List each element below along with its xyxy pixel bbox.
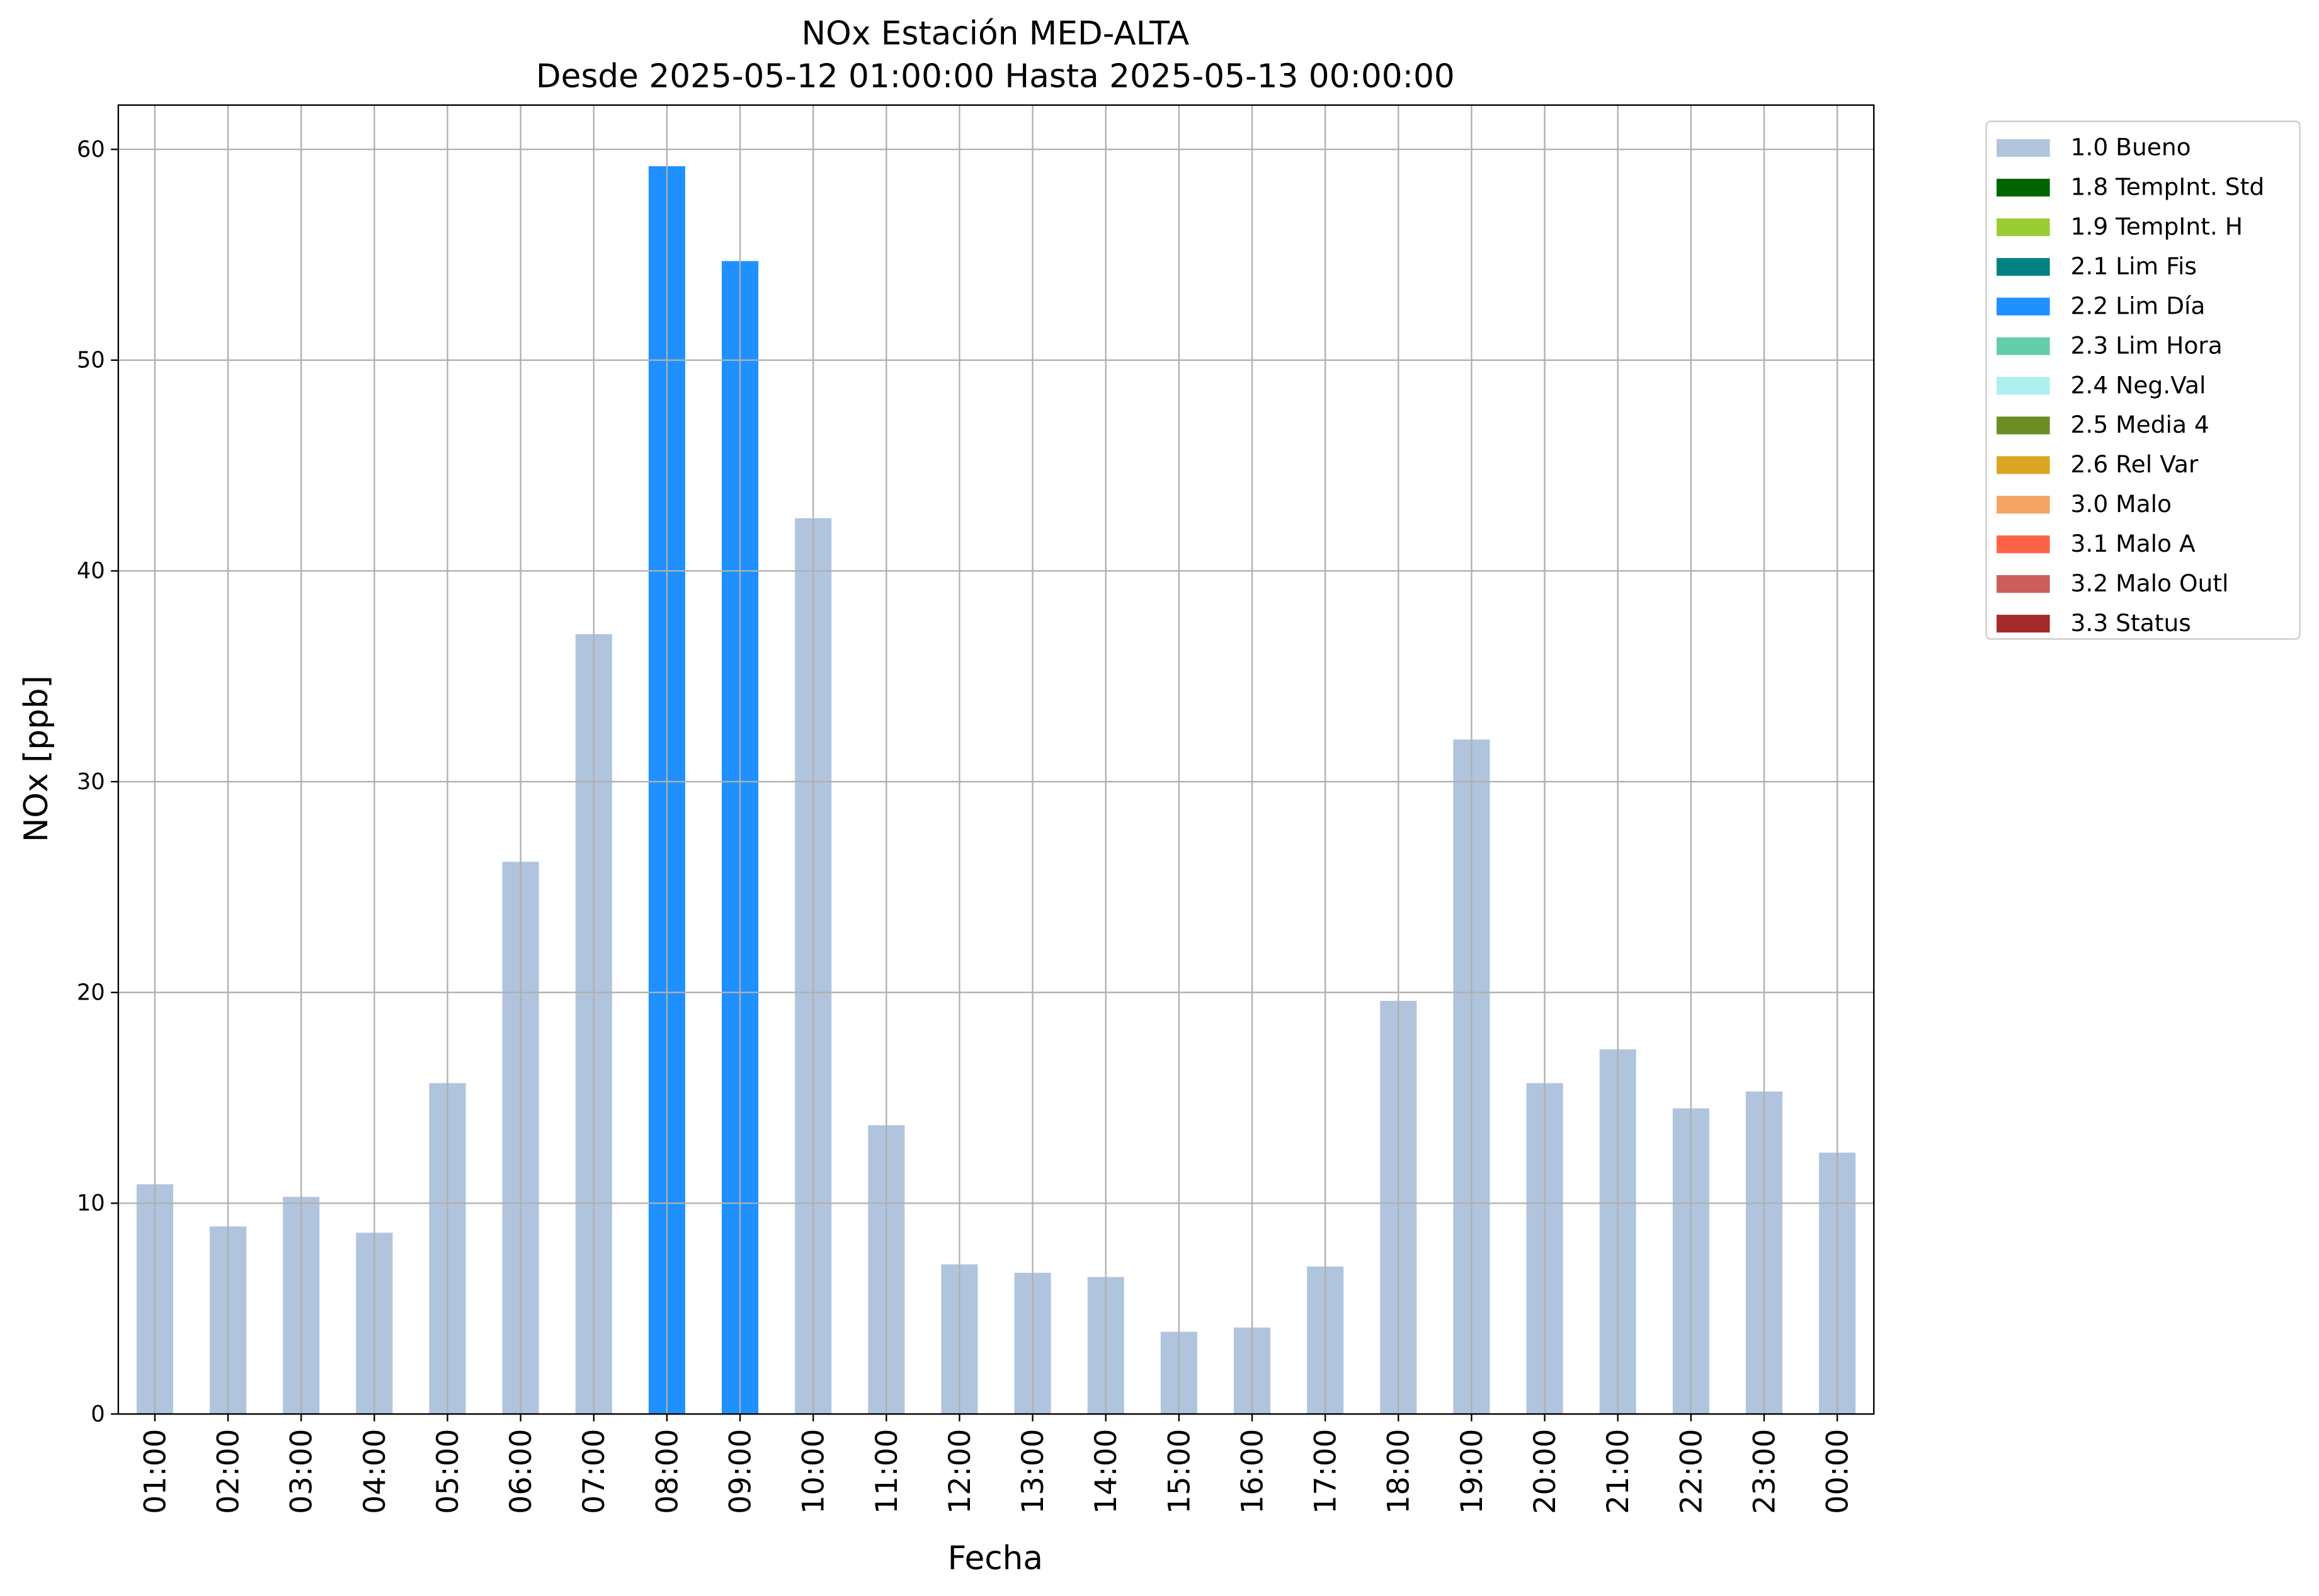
legend-swatch [1997, 456, 2050, 474]
legend-label: 2.2 Lim Día [2071, 292, 2206, 319]
x-tick-label: 18:00 [1382, 1429, 1416, 1514]
legend-label: 3.3 Status [2071, 609, 2191, 637]
x-tick-label: 00:00 [1821, 1429, 1855, 1514]
plot-frame [117, 104, 1875, 1415]
x-tick-label: 02:00 [212, 1429, 246, 1514]
x-tick-label: 16:00 [1235, 1429, 1270, 1514]
x-tick-label: 21:00 [1601, 1429, 1636, 1514]
legend-swatch [1997, 496, 2050, 514]
legend-swatch [1997, 535, 2050, 554]
x-tick-label: 19:00 [1455, 1429, 1490, 1514]
y-tick-label: 60 [77, 137, 105, 162]
legend-label: 2.1 Lim Fis [2071, 252, 2197, 280]
x-tick-label: 05:00 [431, 1429, 465, 1514]
x-tick-label: 01:00 [138, 1429, 173, 1514]
legend-swatch [1997, 416, 2050, 435]
y-tick-label: 50 [77, 348, 105, 373]
legend-label: 1.0 Bueno [2071, 134, 2191, 161]
x-tick-label: 14:00 [1089, 1429, 1124, 1514]
legend-label: 1.8 TempInt. Std [2071, 173, 2265, 201]
x-tick-label: 04:00 [358, 1429, 392, 1514]
x-tick-label: 08:00 [650, 1429, 685, 1514]
x-axis-label: Fecha [948, 1540, 1043, 1578]
legend-label: 3.1 Malo A [2071, 530, 2196, 557]
legend-label: 2.6 Rel Var [2071, 450, 2199, 478]
x-tick-label: 11:00 [870, 1429, 904, 1514]
x-tick-label: 17:00 [1309, 1429, 1343, 1514]
legend-label: 3.0 Malo [2071, 490, 2172, 518]
y-tick-label: 20 [77, 979, 105, 1005]
chart-title: NOx Estación MED-ALTA [802, 15, 1190, 53]
legend-label: 2.4 Neg.Val [2071, 371, 2206, 399]
x-tick-label: 13:00 [1016, 1429, 1051, 1514]
legend-swatch [1997, 575, 2050, 593]
x-tick-label: 09:00 [723, 1429, 758, 1514]
chart-subtitle: Desde 2025-05-12 01:00:00 Hasta 2025-05-… [536, 58, 1455, 96]
x-tick-label: 15:00 [1162, 1429, 1197, 1514]
legend-box [1985, 120, 2301, 640]
x-tick-label: 22:00 [1674, 1429, 1709, 1514]
legend-label: 3.2 Malo Outl [2071, 569, 2229, 597]
y-tick-label: 10 [77, 1190, 105, 1216]
x-tick-label: 12:00 [943, 1429, 977, 1514]
y-tick-label: 0 [91, 1401, 105, 1427]
legend-swatch [1997, 337, 2050, 355]
legend-label: 2.5 Media 4 [2071, 411, 2209, 438]
y-tick-label: 40 [77, 558, 105, 584]
legend-swatch [1997, 377, 2050, 395]
legend-label: 2.3 Lim Hora [2071, 331, 2223, 359]
y-axis-label: NOx [ppb] [18, 675, 55, 842]
x-tick-label: 10:00 [797, 1429, 831, 1514]
x-tick-label: 06:00 [504, 1429, 538, 1514]
legend-label: 1.9 TempInt. H [2071, 213, 2243, 241]
x-tick-label: 07:00 [577, 1429, 612, 1514]
legend-swatch [1997, 139, 2050, 157]
legend-swatch [1997, 218, 2050, 236]
legend-swatch [1997, 297, 2050, 316]
legend-swatch [1997, 178, 2050, 197]
x-tick-label: 03:00 [285, 1429, 319, 1514]
legend-swatch [1997, 258, 2050, 276]
y-tick-label: 30 [77, 769, 105, 795]
legend-swatch [1997, 615, 2050, 633]
x-tick-label: 23:00 [1747, 1429, 1782, 1514]
x-tick-label: 20:00 [1528, 1429, 1563, 1514]
